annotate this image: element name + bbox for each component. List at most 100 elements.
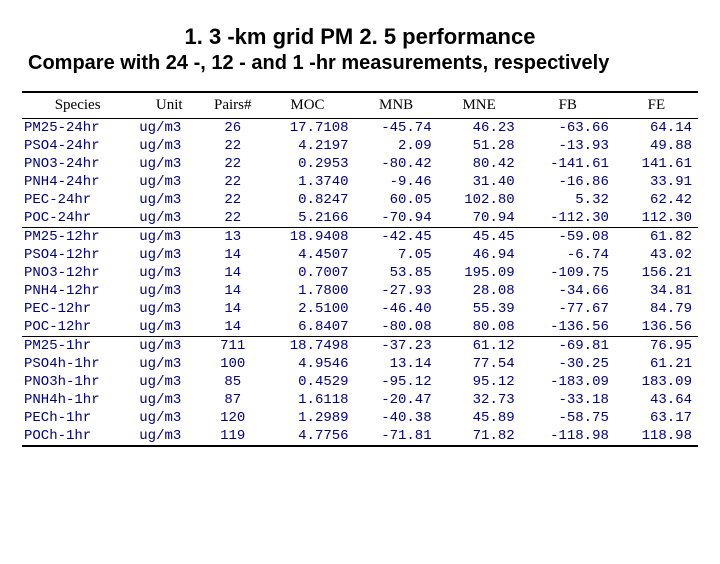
table-row: POC-24hrug/m3225.2166-70.9470.94-112.301… <box>22 209 698 228</box>
table-cell: PNH4h-1hr <box>22 391 133 409</box>
col-unit: Unit <box>133 92 205 119</box>
table-cell: 14 <box>205 300 260 318</box>
table-cell: ug/m3 <box>133 264 205 282</box>
table-cell: -118.98 <box>521 427 615 446</box>
table-cell: -40.38 <box>355 409 438 427</box>
table-cell: ug/m3 <box>133 391 205 409</box>
table-cell: 13 <box>205 228 260 247</box>
table-cell: 5.32 <box>521 191 615 209</box>
table-cell: 22 <box>205 137 260 155</box>
table-cell: 34.81 <box>615 282 698 300</box>
table-row: POCh-1hrug/m31194.7756-71.8171.82-118.98… <box>22 427 698 446</box>
table-cell: 0.8247 <box>260 191 354 209</box>
table-cell: 62.42 <box>615 191 698 209</box>
page-subtitle: Compare with 24 -, 12 - and 1 -hr measur… <box>0 52 720 75</box>
table-cell: ug/m3 <box>133 246 205 264</box>
table-cell: 18.9408 <box>260 228 354 247</box>
table-cell: -34.66 <box>521 282 615 300</box>
table-cell: -33.18 <box>521 391 615 409</box>
table-cell: 7.05 <box>355 246 438 264</box>
table-cell: -58.75 <box>521 409 615 427</box>
table-row: PNO3h-1hrug/m3850.4529-95.1295.12-183.09… <box>22 373 698 391</box>
table-cell: PSO4h-1hr <box>22 355 133 373</box>
table-cell: 32.73 <box>438 391 521 409</box>
table-cell: ug/m3 <box>133 282 205 300</box>
table-cell: -20.47 <box>355 391 438 409</box>
col-pairs: Pairs# <box>205 92 260 119</box>
table-cell: -77.67 <box>521 300 615 318</box>
table-cell: 64.14 <box>615 119 698 138</box>
table-cell: 51.28 <box>438 137 521 155</box>
table-cell: 22 <box>205 209 260 228</box>
table-cell: -183.09 <box>521 373 615 391</box>
col-moc: MOC <box>260 92 354 119</box>
table-cell: 80.08 <box>438 318 521 337</box>
table-cell: 6.8407 <box>260 318 354 337</box>
table-wrap: Species Unit Pairs# MOC MNB MNE FB FE PM… <box>0 91 720 447</box>
table-cell: ug/m3 <box>133 300 205 318</box>
table-cell: 49.88 <box>615 137 698 155</box>
table-cell: ug/m3 <box>133 173 205 191</box>
table-cell: 71.82 <box>438 427 521 446</box>
table-cell: 33.91 <box>615 173 698 191</box>
table-cell: ug/m3 <box>133 209 205 228</box>
performance-table: Species Unit Pairs# MOC MNB MNE FB FE PM… <box>22 91 698 447</box>
table-cell: -109.75 <box>521 264 615 282</box>
table-row: PM25-12hrug/m31318.9408-42.4545.45-59.08… <box>22 228 698 247</box>
table-cell: 4.7756 <box>260 427 354 446</box>
table-cell: 14 <box>205 264 260 282</box>
table-cell: 28.08 <box>438 282 521 300</box>
table-cell: 60.05 <box>355 191 438 209</box>
table-row: PM25-1hrug/m371118.7498-37.2361.12-69.81… <box>22 337 698 356</box>
table-cell: 0.2953 <box>260 155 354 173</box>
table-cell: 18.7498 <box>260 337 354 356</box>
table-cell: 195.09 <box>438 264 521 282</box>
table-cell: -37.23 <box>355 337 438 356</box>
table-cell: PSO4-12hr <box>22 246 133 264</box>
table-row: PNO3-24hrug/m3220.2953-80.4280.42-141.61… <box>22 155 698 173</box>
table-cell: -46.40 <box>355 300 438 318</box>
table-cell: 0.7007 <box>260 264 354 282</box>
table-cell: 118.98 <box>615 427 698 446</box>
table-cell: 80.42 <box>438 155 521 173</box>
table-cell: 85 <box>205 373 260 391</box>
table-cell: ug/m3 <box>133 228 205 247</box>
table-cell: ug/m3 <box>133 155 205 173</box>
table-cell: ug/m3 <box>133 191 205 209</box>
table-cell: 112.30 <box>615 209 698 228</box>
table-cell: PM25-1hr <box>22 337 133 356</box>
table-cell: 1.7800 <box>260 282 354 300</box>
table-cell: PNO3-24hr <box>22 155 133 173</box>
table-cell: 1.3740 <box>260 173 354 191</box>
table-cell: 1.2989 <box>260 409 354 427</box>
table-row: PNO3-12hrug/m3140.700753.85195.09-109.75… <box>22 264 698 282</box>
table-cell: 4.2197 <box>260 137 354 155</box>
table-cell: 31.40 <box>438 173 521 191</box>
table-cell: 14 <box>205 246 260 264</box>
table-row: PECh-1hrug/m31201.2989-40.3845.89-58.756… <box>22 409 698 427</box>
table-row: PEC-24hrug/m3220.824760.05102.805.3262.4… <box>22 191 698 209</box>
table-cell: PNO3h-1hr <box>22 373 133 391</box>
table-cell: -141.61 <box>521 155 615 173</box>
table-cell: POCh-1hr <box>22 427 133 446</box>
table-row: PSO4-12hrug/m3144.45077.0546.94-6.7443.0… <box>22 246 698 264</box>
table-cell: PEC-12hr <box>22 300 133 318</box>
table-cell: -16.86 <box>521 173 615 191</box>
table-cell: 70.94 <box>438 209 521 228</box>
table-row: PEC-12hrug/m3142.5100-46.4055.39-77.6784… <box>22 300 698 318</box>
table-row: PM25-24hrug/m32617.7108-45.7446.23-63.66… <box>22 119 698 138</box>
table-cell: POC-12hr <box>22 318 133 337</box>
table-cell: -112.30 <box>521 209 615 228</box>
table-cell: -71.81 <box>355 427 438 446</box>
table-cell: ug/m3 <box>133 119 205 138</box>
table-cell: -42.45 <box>355 228 438 247</box>
table-cell: PSO4-24hr <box>22 137 133 155</box>
table-cell: -30.25 <box>521 355 615 373</box>
table-cell: 77.54 <box>438 355 521 373</box>
table-cell: 5.2166 <box>260 209 354 228</box>
table-cell: -13.93 <box>521 137 615 155</box>
table-cell: 2.5100 <box>260 300 354 318</box>
table-cell: 183.09 <box>615 373 698 391</box>
table-cell: ug/m3 <box>133 318 205 337</box>
table-cell: 84.79 <box>615 300 698 318</box>
